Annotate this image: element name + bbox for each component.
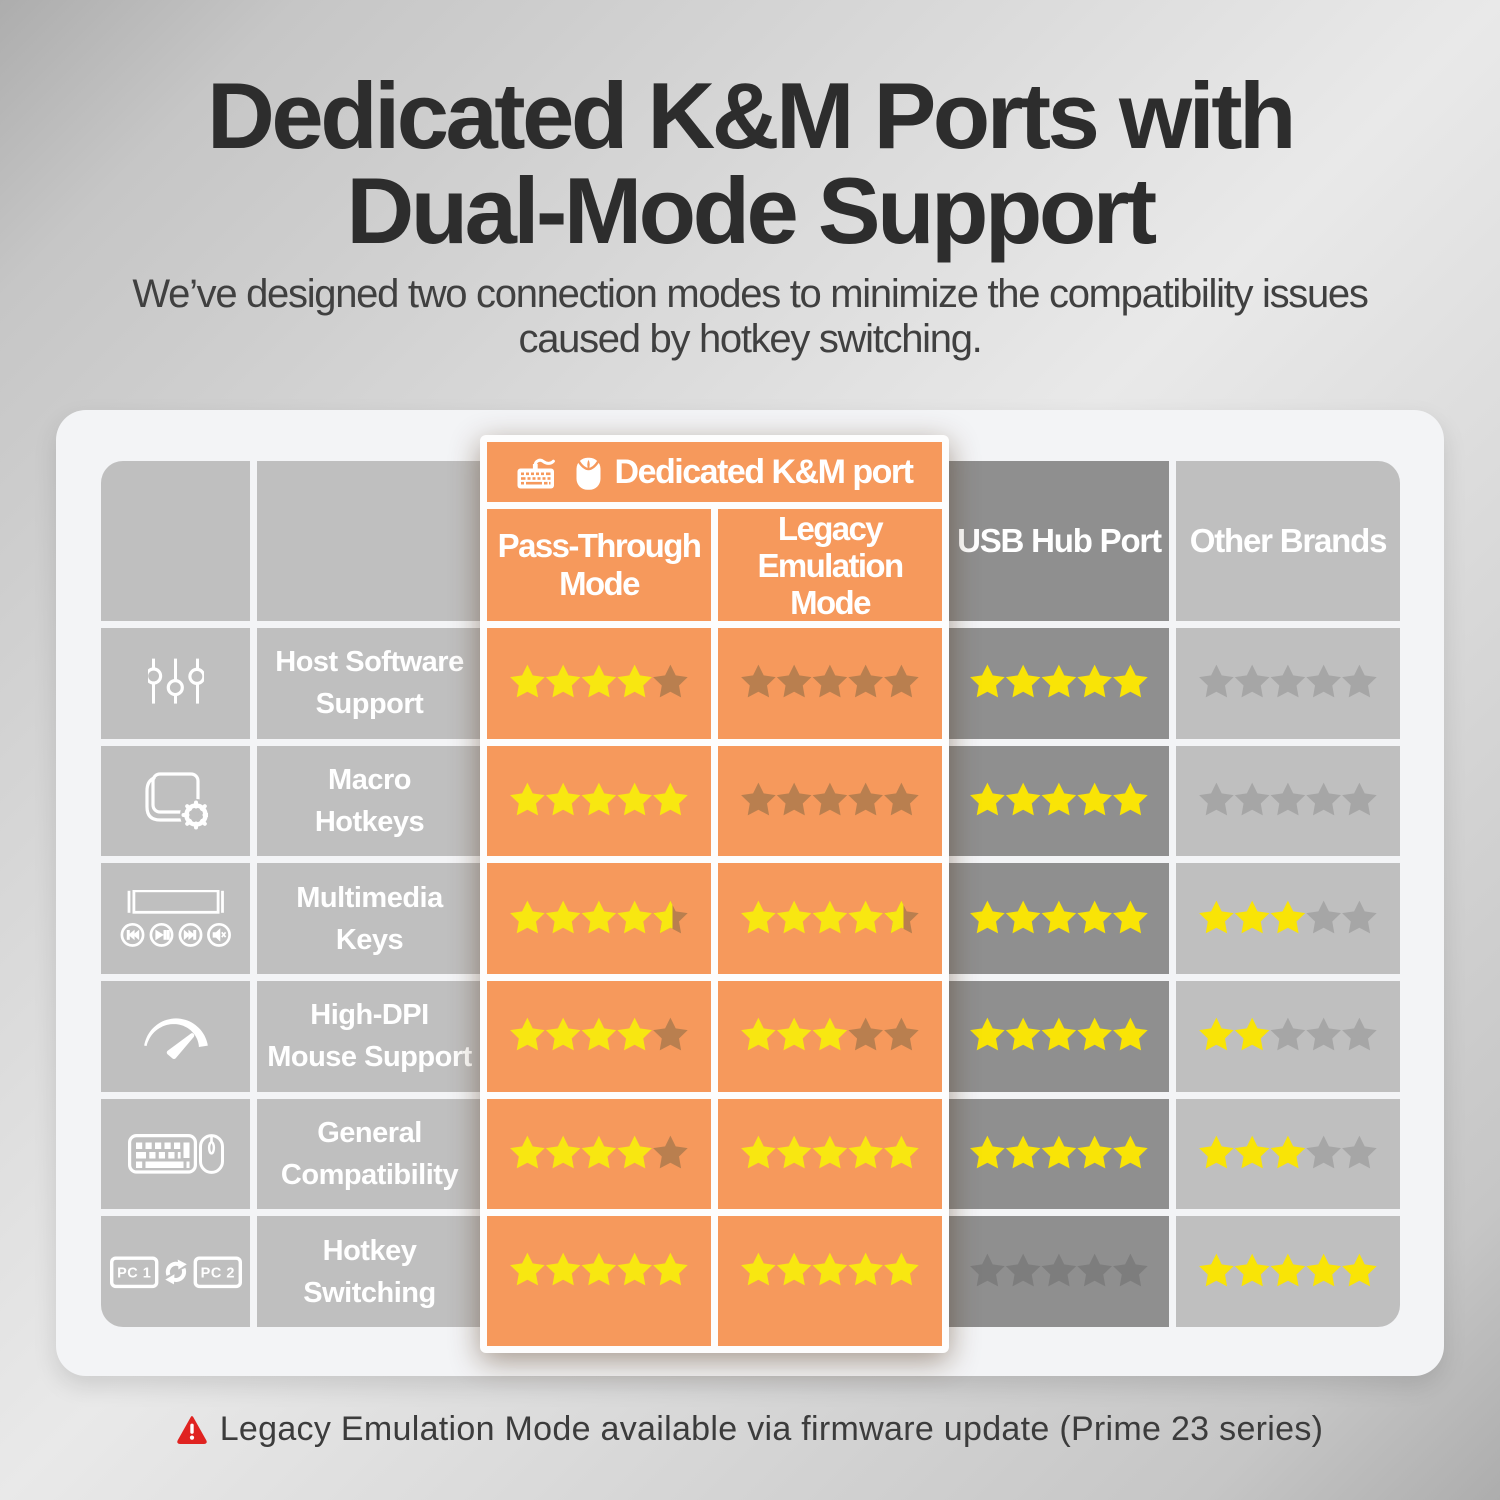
- svg-text:PC 2: PC 2: [200, 1265, 234, 1281]
- svg-text:PC 1: PC 1: [117, 1265, 151, 1281]
